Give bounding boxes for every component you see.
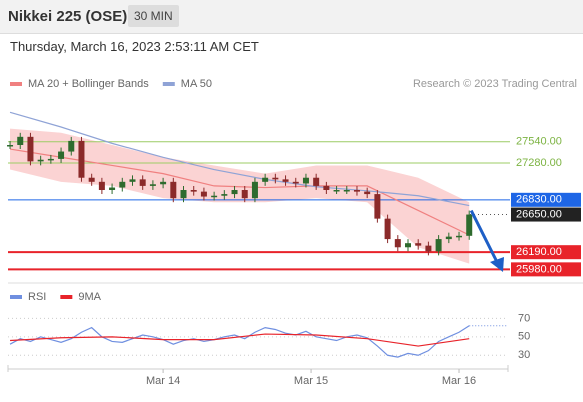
candle-body: [333, 190, 340, 192]
bollinger-band: [10, 128, 470, 264]
x-tick-label: Mar 16: [442, 375, 476, 387]
candle-body: [364, 191, 371, 195]
candle-body: [323, 185, 330, 190]
candle-body: [139, 179, 146, 186]
candle-body: [17, 136, 24, 145]
credit: Research © 2023 Trading Central: [413, 78, 577, 90]
legend-label: MA 20 + Bollinger Bands: [28, 78, 149, 90]
candle-body: [190, 190, 197, 192]
header: Nikkei 225 (OSE) 30 MIN: [0, 0, 583, 34]
timestamp: Thursday, March 16, 2023 2:53:11 AM CET: [10, 39, 259, 54]
legend-swatch: [10, 82, 22, 86]
candle-body: [374, 194, 381, 219]
candle-body: [262, 177, 269, 182]
candle-body: [313, 177, 320, 186]
level-label-box: [511, 245, 581, 260]
candle-body: [445, 236, 452, 240]
candle-body: [394, 239, 401, 248]
y-tick-label: 70: [518, 312, 530, 324]
candle-body: [129, 179, 136, 182]
legend-label: MA 50: [181, 78, 212, 90]
ma-line: [9, 111, 470, 207]
candle-body: [425, 245, 432, 252]
level-label: 26830.00: [516, 194, 562, 206]
candle-body: [353, 190, 360, 192]
candle-body: [170, 181, 177, 199]
candle-body: [251, 181, 258, 199]
y-tick-label: 50: [518, 331, 530, 343]
level-label: 26650.00: [516, 208, 562, 220]
ma-line: [9, 148, 470, 236]
x-tick-label: Mar 14: [146, 375, 180, 387]
candle-body: [231, 190, 238, 195]
candle-body: [37, 159, 44, 162]
indicator-line: [10, 333, 470, 347]
x-tick-label: Mar 15: [294, 375, 328, 387]
candle-body: [149, 184, 156, 186]
candle-body: [272, 177, 279, 180]
candle-body: [466, 214, 473, 236]
candle-body: [211, 195, 218, 198]
forecast-arrow: [469, 209, 499, 263]
forecast-arrowhead: [490, 257, 504, 272]
candle-body: [282, 179, 289, 182]
candle-body: [384, 218, 391, 240]
legend-swatch: [60, 295, 73, 299]
candle-body: [405, 243, 411, 248]
level-label-box: [511, 192, 581, 207]
candle-body: [435, 239, 442, 252]
y-tick-label: 30: [518, 349, 530, 361]
candle-body: [27, 136, 34, 162]
legend-swatch: [162, 82, 175, 86]
candle-body: [241, 190, 248, 199]
candle-body: [200, 191, 207, 197]
candle-body: [78, 140, 85, 178]
level-label: 26190.00: [516, 246, 562, 258]
candle-body: [88, 177, 95, 182]
candle-body: [221, 194, 228, 196]
candle-body: [160, 181, 167, 185]
instrument-title: Nikkei 225 (OSE): [8, 8, 128, 25]
candle-body: [343, 190, 350, 192]
level-label-box: [511, 207, 581, 222]
candle-body: [180, 190, 187, 199]
candle-body: [456, 235, 463, 238]
candle-body: [68, 140, 75, 152]
candle-body: [302, 177, 309, 184]
legend-label: RSI: [28, 291, 46, 303]
level-label: 27540.00: [516, 136, 562, 148]
indicator-line: [9, 325, 470, 358]
candle-body: [109, 187, 116, 190]
legend-label: 9MA: [78, 291, 101, 303]
candle-body: [47, 158, 54, 161]
candle-body: [415, 243, 422, 246]
level-label: 27280.00: [516, 157, 562, 169]
interval-badge[interactable]: 30 MIN: [128, 5, 179, 27]
level-label: 25980.00: [516, 263, 562, 275]
legend-swatch: [10, 295, 22, 299]
candle-body: [119, 181, 126, 188]
candle-body: [292, 181, 299, 184]
level-label-box: [511, 262, 581, 277]
candle-body: [7, 145, 14, 147]
candle-body: [98, 181, 105, 190]
candle-body: [58, 151, 65, 159]
